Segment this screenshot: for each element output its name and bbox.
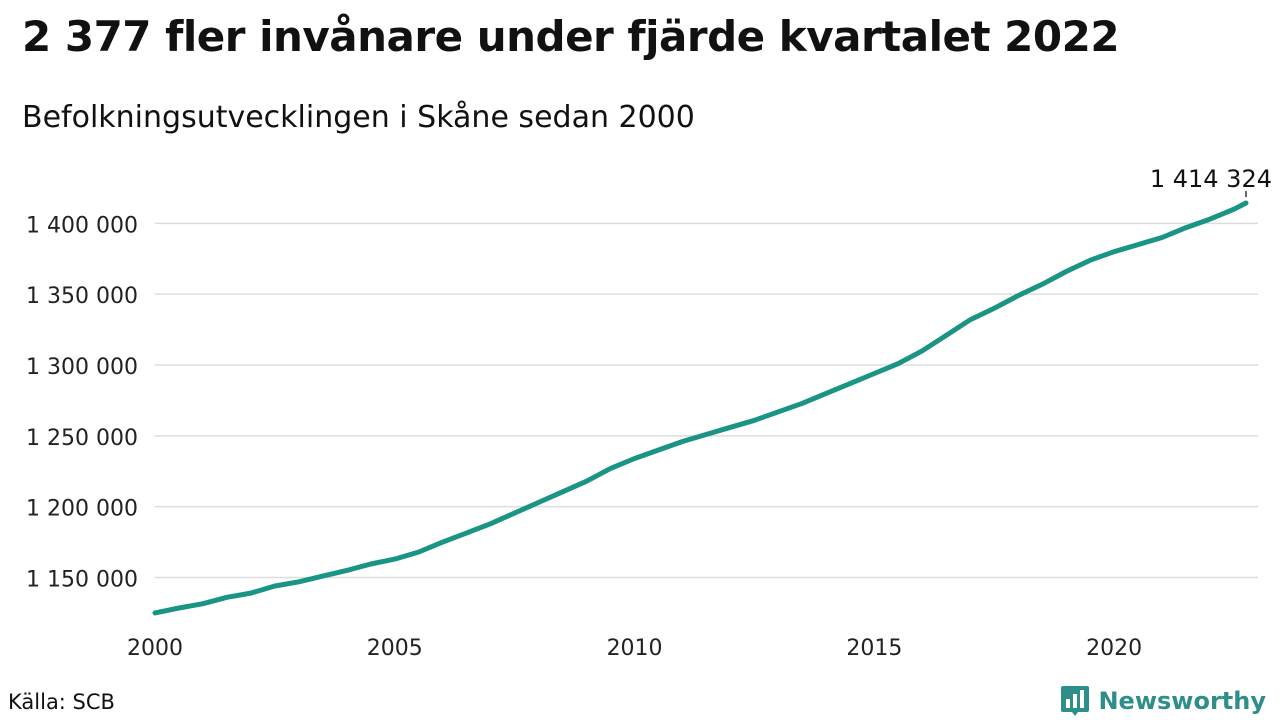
- x-tick-label: 2020: [1086, 636, 1142, 661]
- series-lines: [152, 200, 1249, 616]
- source-note: Källa: SCB: [8, 690, 115, 714]
- brand-logo: Newsworthy: [1060, 684, 1266, 718]
- grid-lines: [155, 222, 1258, 579]
- y-tick-label: 1 250 000: [26, 426, 138, 451]
- end-annotation: 1 414 324: [1150, 165, 1272, 198]
- chart-subtitle: Befolkningsutvecklingen i Skåne sedan 20…: [22, 100, 695, 135]
- y-tick-label: 1 150 000: [26, 568, 138, 593]
- y-tick-label: 1 200 000: [26, 497, 138, 522]
- series-line: [152, 200, 1249, 616]
- x-tick-label: 2010: [607, 636, 663, 661]
- brand-name: Newsworthy: [1098, 687, 1266, 715]
- y-axis-tick-labels: 1 150 000 1 200 000 1 250 000 1 300 000 1 35…: [26, 213, 138, 592]
- y-tick-label: 1 400 000: [26, 213, 138, 238]
- chart-title: 2 377 fler invånare under fjärde kvartal…: [22, 12, 1120, 61]
- x-tick-label: 2015: [846, 636, 902, 661]
- x-tick-label: 2000: [127, 636, 183, 661]
- y-tick-label: 1 350 000: [26, 284, 138, 309]
- newsworthy-logo-icon: [1061, 686, 1090, 716]
- x-tick-label: 2005: [367, 636, 423, 661]
- x-axis-tick-labels: 2000 2005 2010 2015 2020: [127, 636, 1142, 661]
- annotation-label: 1 414 324: [1150, 165, 1272, 193]
- y-tick-label: 1 300 000: [26, 355, 138, 380]
